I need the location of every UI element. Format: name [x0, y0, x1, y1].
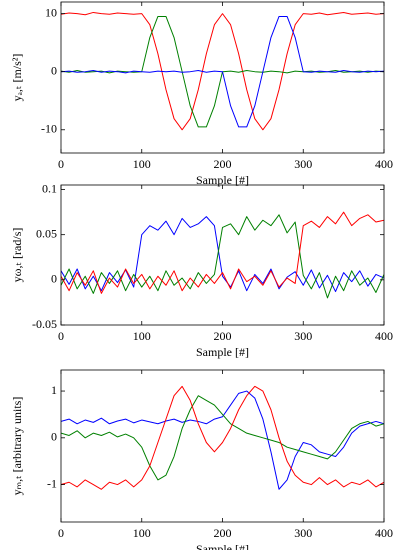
- y-tick-label: 1: [51, 383, 57, 397]
- x-tick-label: 100: [133, 157, 151, 171]
- x-tick-label: 100: [133, 526, 151, 540]
- x-axis-label: Sample [#]: [196, 173, 249, 187]
- x-tick-label: 100: [133, 329, 151, 343]
- y-axis-label: yₐ,ₜ [m/s²]: [10, 54, 24, 102]
- y-axis-label: yω,ₜ [rad/s]: [10, 228, 24, 283]
- data-line: [61, 395, 384, 481]
- plot-frame: [60, 1, 385, 154]
- x-tick-label: 400: [375, 329, 393, 343]
- x-tick-label: 300: [294, 157, 312, 171]
- x-tick-label: 400: [375, 526, 393, 540]
- data-line: [61, 216, 384, 293]
- data-line: [61, 390, 384, 490]
- y-tick-label: 10: [45, 5, 57, 19]
- y-tick-label: 0.05: [36, 226, 57, 240]
- y-tick-label: 0: [51, 430, 57, 444]
- x-tick-label: 300: [294, 329, 312, 343]
- y-tick-label: 0.1: [42, 181, 57, 195]
- x-axis-label: Sample [#]: [196, 542, 249, 550]
- data-line: [61, 214, 384, 299]
- x-tick-label: 0: [58, 329, 64, 343]
- x-tick-label: 0: [58, 526, 64, 540]
- plot-frame: [60, 369, 385, 523]
- y-tick-label: -1: [47, 476, 57, 490]
- x-tick-label: 200: [214, 329, 232, 343]
- x-tick-label: 400: [375, 157, 393, 171]
- plot-frame: [60, 184, 385, 326]
- data-line: [61, 211, 384, 294]
- y-tick-label: 0: [51, 63, 57, 77]
- y-tick-label: -10: [41, 122, 57, 136]
- y-tick-label: -0.05: [32, 317, 57, 331]
- x-tick-label: 0: [58, 157, 64, 171]
- data-line: [61, 385, 384, 490]
- x-axis-label: Sample [#]: [196, 345, 249, 359]
- x-tick-label: 200: [214, 157, 232, 171]
- y-axis-label: yₘ,ₜ [arbitrary units]: [10, 397, 24, 496]
- y-tick-label: 0: [51, 272, 57, 286]
- x-tick-label: 200: [214, 526, 232, 540]
- x-tick-label: 300: [294, 526, 312, 540]
- data-line: [61, 15, 384, 128]
- data-line: [61, 11, 384, 131]
